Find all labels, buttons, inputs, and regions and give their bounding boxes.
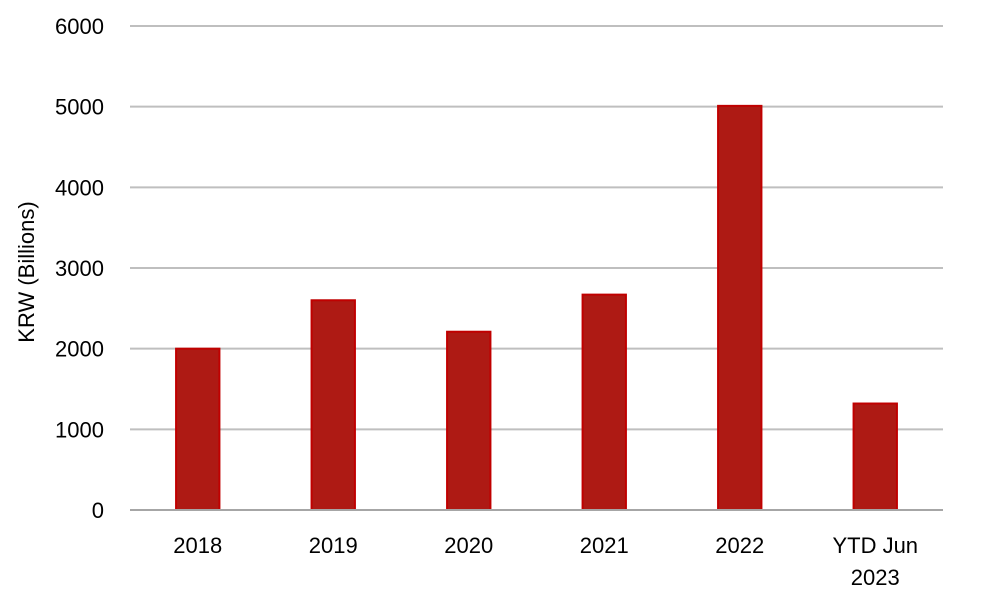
y-tick-label: 2000 xyxy=(55,337,104,362)
x-axis-tick-labels: 2018 2019 2020 2021 2022 YTD Jun 2023 xyxy=(173,533,918,590)
x-tick-label-line: YTD Jun xyxy=(832,533,918,558)
x-tick-label: 2018 xyxy=(173,533,222,558)
x-tick-label-line: 2023 xyxy=(851,565,900,590)
x-tick-label: 2021 xyxy=(580,533,629,558)
bar xyxy=(717,104,763,512)
y-tick-label: 4000 xyxy=(55,175,104,200)
bar xyxy=(852,402,898,511)
y-axis-label: KRW (Billions) xyxy=(14,201,39,342)
y-tick-label: 3000 xyxy=(55,256,104,281)
x-tick-label: YTD Jun 2023 xyxy=(832,533,918,590)
x-tick-label-line: 2020 xyxy=(444,533,493,558)
x-tick-label-line: 2018 xyxy=(173,533,222,558)
x-tick-label: 2020 xyxy=(444,533,493,558)
y-tick-label: 1000 xyxy=(55,417,104,442)
x-tick-label-line: 2021 xyxy=(580,533,629,558)
bar xyxy=(446,330,492,511)
x-tick-label: 2022 xyxy=(715,533,764,558)
bars xyxy=(175,104,898,512)
y-axis-tick-labels: 0 1000 2000 3000 4000 5000 6000 xyxy=(55,14,104,523)
y-tick-label: 5000 xyxy=(55,95,104,120)
x-tick-label-line: 2022 xyxy=(715,533,764,558)
x-tick-label-line: 2019 xyxy=(309,533,358,558)
bar xyxy=(310,299,356,511)
x-tick-label: 2019 xyxy=(309,533,358,558)
bar xyxy=(175,347,221,511)
bar xyxy=(581,293,627,511)
gridlines xyxy=(130,25,943,431)
y-tick-label: 6000 xyxy=(55,14,104,39)
y-tick-label: 0 xyxy=(92,498,104,523)
